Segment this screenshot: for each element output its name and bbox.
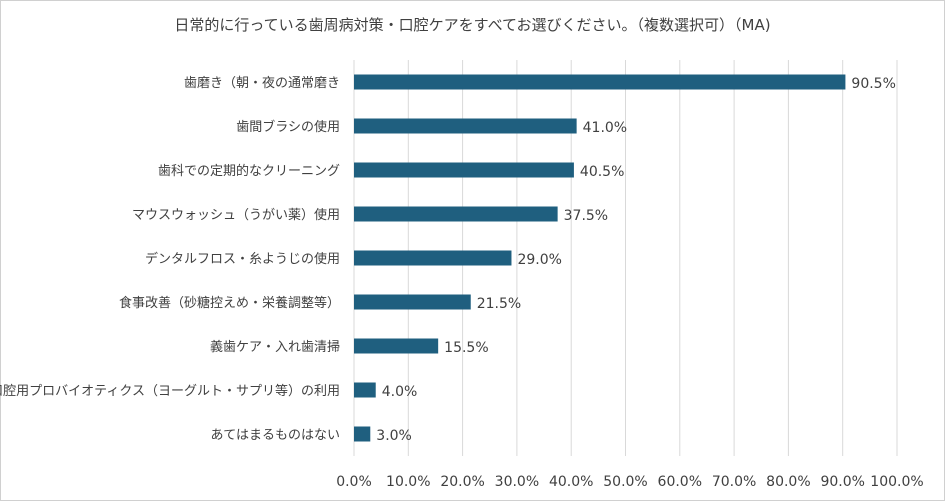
value-label: 40.5% <box>580 164 624 180</box>
category-label: デンタルフロス・糸ようじの使用 <box>145 251 340 267</box>
category-label: あてはまるものはない <box>211 428 340 443</box>
bars <box>354 74 846 442</box>
x-tick-label: 60.0% <box>658 474 702 490</box>
x-tick-label: 80.0% <box>766 474 810 490</box>
x-tick-label: 70.0% <box>712 474 756 490</box>
bar <box>354 74 846 90</box>
x-tick-label: 0.0% <box>336 474 372 490</box>
category-label: 歯科での定期的なクリーニング <box>158 163 340 179</box>
bar <box>354 382 376 398</box>
value-label: 37.5% <box>564 208 608 224</box>
category-label: マウスウォッシュ（うがい薬）使用 <box>132 207 340 223</box>
x-tick-label: 40.0% <box>549 474 593 490</box>
bar <box>354 294 471 310</box>
value-label: 29.0% <box>517 252 561 268</box>
category-label: 歯磨き（朝・夜の通常磨き <box>184 76 340 91</box>
bar <box>354 426 371 442</box>
category-label: 義歯ケア・入れ歯清掃 <box>210 339 340 355</box>
bar <box>354 338 439 354</box>
x-tick-label: 50.0% <box>603 474 647 490</box>
x-tick-label: 100.0% <box>870 474 923 490</box>
value-label: 21.5% <box>477 296 521 312</box>
value-label: 90.5% <box>851 76 895 92</box>
x-tick-label: 20.0% <box>440 474 484 490</box>
category-labels: 歯磨き（朝・夜の通常磨き歯間ブラシの使用歯科での定期的なクリーニングマウスウォッ… <box>0 76 340 443</box>
bar <box>354 250 512 266</box>
category-label: 食事改善（砂糖控えめ・栄養調整等） <box>119 295 340 311</box>
x-tick-label: 30.0% <box>495 474 539 490</box>
category-label: 歯間ブラシの使用 <box>236 119 340 135</box>
value-label: 4.0% <box>382 384 418 400</box>
x-tick-labels: 0.0% 10.0% 20.0% 30.0% 40.0% 50.0% 60.0% 70.0% 8… <box>336 474 923 490</box>
value-label: 3.0% <box>376 428 412 444</box>
x-tick-label: 90.0% <box>820 474 864 490</box>
value-labels: 90.5% 41.0% 40.5% 37.5% 29.0% 21.5% 15.5% 4.0% 3… <box>376 76 896 444</box>
value-label: 15.5% <box>444 340 488 356</box>
value-label: 41.0% <box>583 120 627 136</box>
bar <box>354 118 577 134</box>
bar <box>354 206 558 222</box>
chart-title: 日常的に行っている歯周病対策・口腔ケアをすべてお選びください。（複数選択可）（M… <box>174 16 771 34</box>
x-tick-label: 10.0% <box>386 474 430 490</box>
category-label: 口腔用プロバイオティクス（ヨーグルト・サプリ等）の利用 <box>0 383 340 399</box>
bar <box>354 162 574 178</box>
